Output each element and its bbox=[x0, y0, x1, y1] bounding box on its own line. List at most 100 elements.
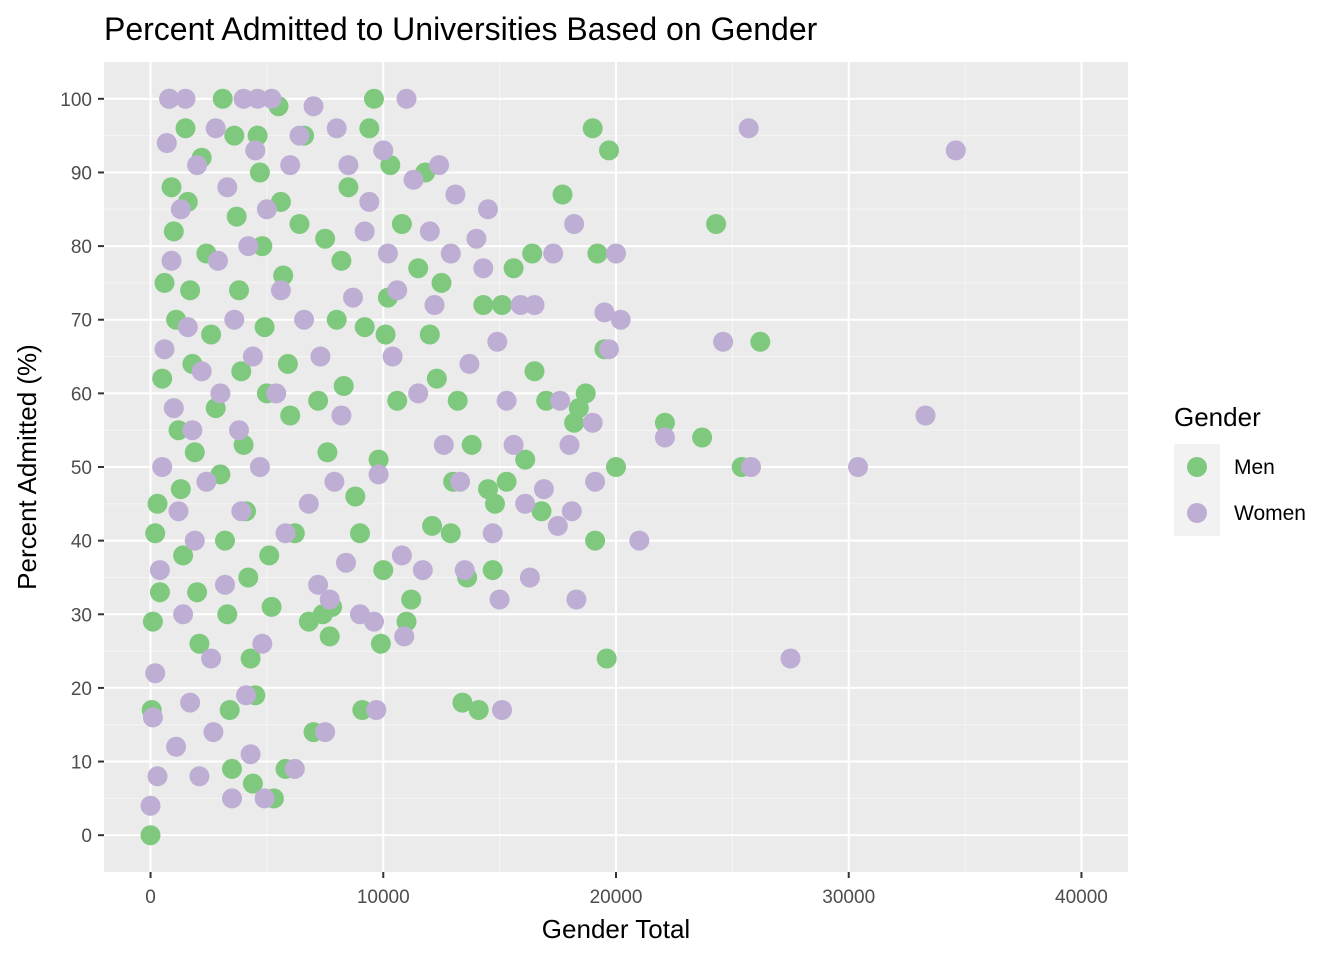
data-point bbox=[236, 685, 256, 706]
data-point bbox=[482, 523, 503, 544]
data-point bbox=[377, 243, 398, 264]
data-point bbox=[166, 736, 187, 757]
data-point bbox=[215, 530, 235, 551]
data-point bbox=[354, 221, 375, 242]
data-point bbox=[229, 280, 249, 301]
data-point bbox=[422, 515, 443, 536]
data-point bbox=[585, 471, 606, 492]
data-point bbox=[217, 177, 238, 198]
data-point bbox=[161, 250, 182, 271]
data-point bbox=[606, 457, 626, 477]
data-point bbox=[177, 317, 198, 338]
data-point bbox=[596, 648, 617, 669]
data-point bbox=[450, 471, 471, 492]
data-point bbox=[249, 457, 270, 477]
x-tick-label: 30000 bbox=[822, 887, 875, 908]
data-point bbox=[319, 626, 340, 647]
y-tick-label: 10 bbox=[71, 753, 92, 774]
data-point bbox=[429, 155, 450, 176]
series-women bbox=[140, 88, 966, 816]
data-point bbox=[187, 155, 208, 176]
data-point bbox=[189, 633, 210, 654]
data-point bbox=[159, 88, 180, 109]
data-point bbox=[503, 258, 524, 279]
data-point bbox=[478, 199, 498, 220]
data-point bbox=[180, 280, 201, 301]
data-point bbox=[408, 383, 429, 404]
data-point bbox=[352, 700, 373, 720]
data-point bbox=[426, 368, 447, 389]
data-point bbox=[168, 420, 189, 441]
y-tick-label: 0 bbox=[81, 826, 92, 847]
x-tick-label: 40000 bbox=[1055, 887, 1108, 908]
data-point bbox=[231, 361, 252, 382]
data-point bbox=[915, 405, 936, 426]
x-axis: 0 10000 20000 30000 40000 bbox=[145, 872, 1108, 908]
data-point bbox=[594, 302, 615, 323]
data-point bbox=[140, 795, 161, 816]
data-point bbox=[350, 523, 370, 544]
data-point bbox=[848, 457, 868, 477]
data-point bbox=[147, 766, 168, 787]
data-point bbox=[142, 707, 163, 728]
y-tick-label: 90 bbox=[71, 163, 92, 184]
data-point bbox=[247, 125, 268, 146]
data-point bbox=[145, 663, 166, 684]
data-point bbox=[173, 545, 194, 566]
data-point bbox=[154, 272, 175, 293]
y-tick-label: 100 bbox=[60, 90, 92, 111]
data-point bbox=[524, 295, 545, 315]
data-point bbox=[750, 331, 771, 352]
data-point bbox=[391, 545, 412, 566]
data-point bbox=[394, 626, 415, 647]
data-point bbox=[224, 309, 245, 330]
data-point bbox=[319, 589, 340, 610]
data-point bbox=[343, 287, 363, 308]
data-point bbox=[692, 427, 713, 448]
data-point bbox=[587, 243, 608, 264]
data-point bbox=[210, 383, 231, 404]
data-point bbox=[547, 515, 568, 536]
data-point bbox=[780, 648, 801, 669]
data-point bbox=[145, 523, 166, 544]
data-point bbox=[582, 412, 603, 433]
data-point bbox=[191, 361, 212, 382]
data-point bbox=[561, 501, 582, 522]
data-point bbox=[254, 317, 275, 338]
data-point bbox=[152, 457, 173, 477]
y-axis-title: Percent Admitted (%) bbox=[12, 344, 42, 590]
data-point bbox=[338, 177, 359, 198]
data-point bbox=[201, 648, 222, 669]
data-point bbox=[280, 405, 301, 426]
data-point bbox=[492, 295, 512, 315]
data-point bbox=[261, 88, 282, 109]
data-point bbox=[189, 766, 210, 787]
data-point bbox=[366, 700, 387, 720]
data-point bbox=[543, 243, 564, 264]
data-point bbox=[331, 250, 352, 271]
data-point bbox=[154, 339, 175, 360]
data-point bbox=[354, 317, 375, 338]
data-point bbox=[256, 199, 277, 220]
data-point bbox=[317, 442, 338, 463]
data-point bbox=[217, 604, 238, 625]
data-point bbox=[408, 258, 429, 279]
data-point bbox=[552, 184, 573, 205]
data-point bbox=[654, 412, 675, 433]
data-point bbox=[496, 471, 517, 492]
x-tick-label: 10000 bbox=[357, 887, 410, 908]
data-point bbox=[184, 442, 205, 463]
data-point bbox=[233, 88, 254, 109]
data-point bbox=[468, 700, 489, 720]
data-point bbox=[289, 125, 310, 146]
data-point bbox=[196, 471, 217, 492]
data-point bbox=[373, 140, 394, 161]
data-point bbox=[461, 434, 482, 455]
data-point bbox=[249, 162, 270, 183]
data-point bbox=[487, 331, 508, 352]
data-point bbox=[445, 184, 466, 205]
chart-title: Percent Admitted to Universities Based o… bbox=[104, 11, 818, 47]
data-point bbox=[452, 692, 473, 713]
data-point bbox=[391, 214, 412, 234]
data-point bbox=[401, 589, 422, 610]
